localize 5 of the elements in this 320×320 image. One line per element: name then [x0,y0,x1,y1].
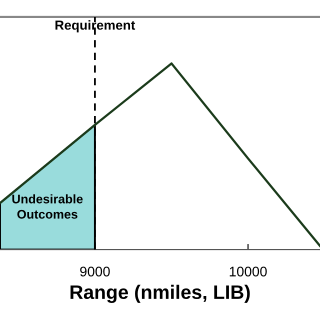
x-axis-title: Range (nmiles, LIB) [70,284,250,303]
ref-line-label: Requirement [55,20,136,32]
x-tick-label: 9000 [80,266,110,276]
x-tick-label: 10000 [230,266,267,276]
annotation: Undesirable Outcomes [12,194,83,219]
